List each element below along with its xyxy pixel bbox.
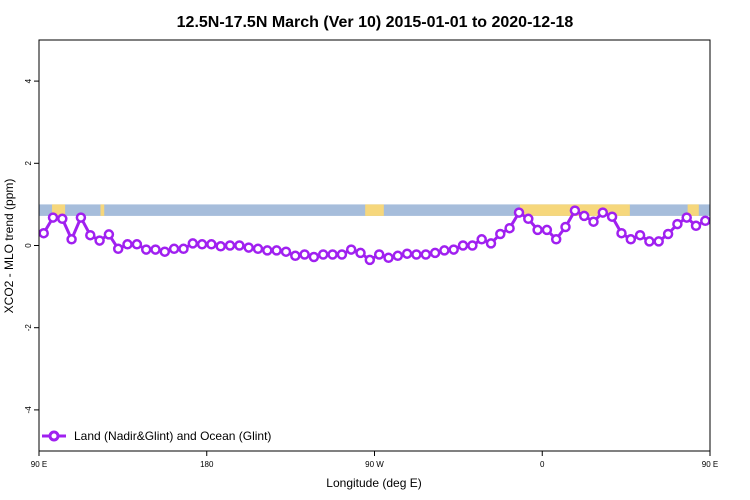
legend-label: Land (Nadir&Glint) and Ocean (Glint) — [74, 429, 271, 443]
data-point — [187, 238, 199, 249]
data-point — [66, 234, 77, 245]
data-point — [85, 229, 96, 241]
data-point — [495, 228, 506, 240]
data-point — [457, 240, 469, 251]
data-point — [122, 239, 133, 250]
y-tick-label: -2 — [24, 324, 33, 332]
data-point — [57, 213, 68, 225]
data-point — [140, 244, 152, 255]
land-segment-1 — [100, 204, 105, 216]
data-point — [606, 211, 618, 222]
y-tick-label: 2 — [24, 161, 33, 166]
x-tick-label: 90 E — [702, 460, 718, 469]
data-point — [401, 248, 413, 259]
data-point — [234, 240, 245, 251]
data-point — [112, 243, 124, 255]
data-point — [411, 249, 422, 260]
data-point — [541, 224, 553, 236]
land-segment-2 — [365, 204, 384, 216]
data-point — [364, 254, 376, 266]
x-ticks: 90 E 180 90 W 0 90 E — [31, 451, 718, 469]
legend-marker — [48, 430, 60, 442]
data-point — [569, 205, 581, 216]
y-tick-label: 0 — [24, 243, 33, 248]
data-point — [94, 235, 105, 246]
data-point — [327, 249, 338, 260]
data-point — [215, 241, 226, 252]
land-segment-4 — [687, 204, 699, 216]
data-point — [700, 215, 711, 227]
data-point — [290, 250, 301, 262]
data-point — [690, 220, 702, 232]
y-axis-label: XCO2 - MLO trend (ppm) — [2, 179, 16, 314]
data-point — [131, 239, 143, 250]
data-point — [178, 243, 189, 255]
data-point — [196, 239, 208, 250]
data-point — [597, 207, 609, 218]
data-point — [392, 250, 404, 262]
chart-title: 12.5N-17.5N March (Ver 10) 2015-01-01 to… — [177, 14, 574, 31]
y-ticks: -4 -2 0 2 4 — [24, 78, 39, 413]
data-point — [345, 244, 357, 255]
data-point — [336, 249, 348, 260]
data-point — [550, 234, 562, 245]
data-point — [38, 227, 49, 239]
data-point — [504, 222, 515, 234]
data-point — [513, 207, 525, 218]
data-point — [588, 216, 599, 227]
data-point — [168, 243, 180, 255]
legend: Land (Nadir&Glint) and Ocean (Glint) — [42, 429, 271, 443]
data-point — [224, 240, 236, 251]
data-point — [578, 210, 590, 222]
data-point — [252, 243, 264, 255]
data-point — [625, 234, 637, 245]
data-point — [560, 221, 571, 233]
x-tick-label: 180 — [200, 460, 214, 469]
data-point — [75, 212, 87, 223]
data-point — [681, 212, 692, 223]
data-point — [383, 252, 394, 264]
data-point — [662, 228, 674, 240]
data-point — [150, 244, 161, 255]
data-point — [672, 218, 683, 230]
data-point — [299, 249, 310, 260]
y-tick-label: -4 — [24, 406, 33, 414]
land-segment-0 — [52, 204, 66, 216]
data-point — [280, 246, 292, 257]
data-point — [467, 240, 478, 251]
data-point — [523, 213, 534, 225]
data-point — [206, 239, 217, 250]
data-point — [159, 246, 171, 257]
data-point — [103, 229, 115, 240]
y-tick-label: 4 — [24, 78, 33, 83]
data-point — [271, 245, 282, 256]
x-tick-label: 90 E — [31, 460, 47, 469]
data-point — [355, 247, 366, 259]
data-point — [429, 247, 441, 259]
data-point — [439, 245, 450, 256]
data-point — [308, 251, 320, 263]
data-point — [262, 245, 273, 256]
data-point — [644, 236, 655, 247]
x-tick-label: 0 — [540, 460, 545, 469]
x-tick-label: 90 W — [365, 460, 384, 469]
data-point — [420, 249, 432, 260]
data-point — [448, 244, 459, 255]
series-layer — [38, 205, 711, 266]
data-point — [243, 242, 254, 253]
data-point — [317, 249, 329, 260]
data-point — [634, 229, 646, 241]
data-point — [476, 234, 487, 245]
data-point — [47, 212, 59, 223]
data-point — [373, 249, 385, 260]
data-point — [485, 238, 497, 249]
data-point — [616, 227, 627, 239]
x-axis-label: Longitude (deg E) — [326, 476, 421, 490]
data-point — [653, 236, 664, 247]
data-point — [532, 224, 543, 236]
